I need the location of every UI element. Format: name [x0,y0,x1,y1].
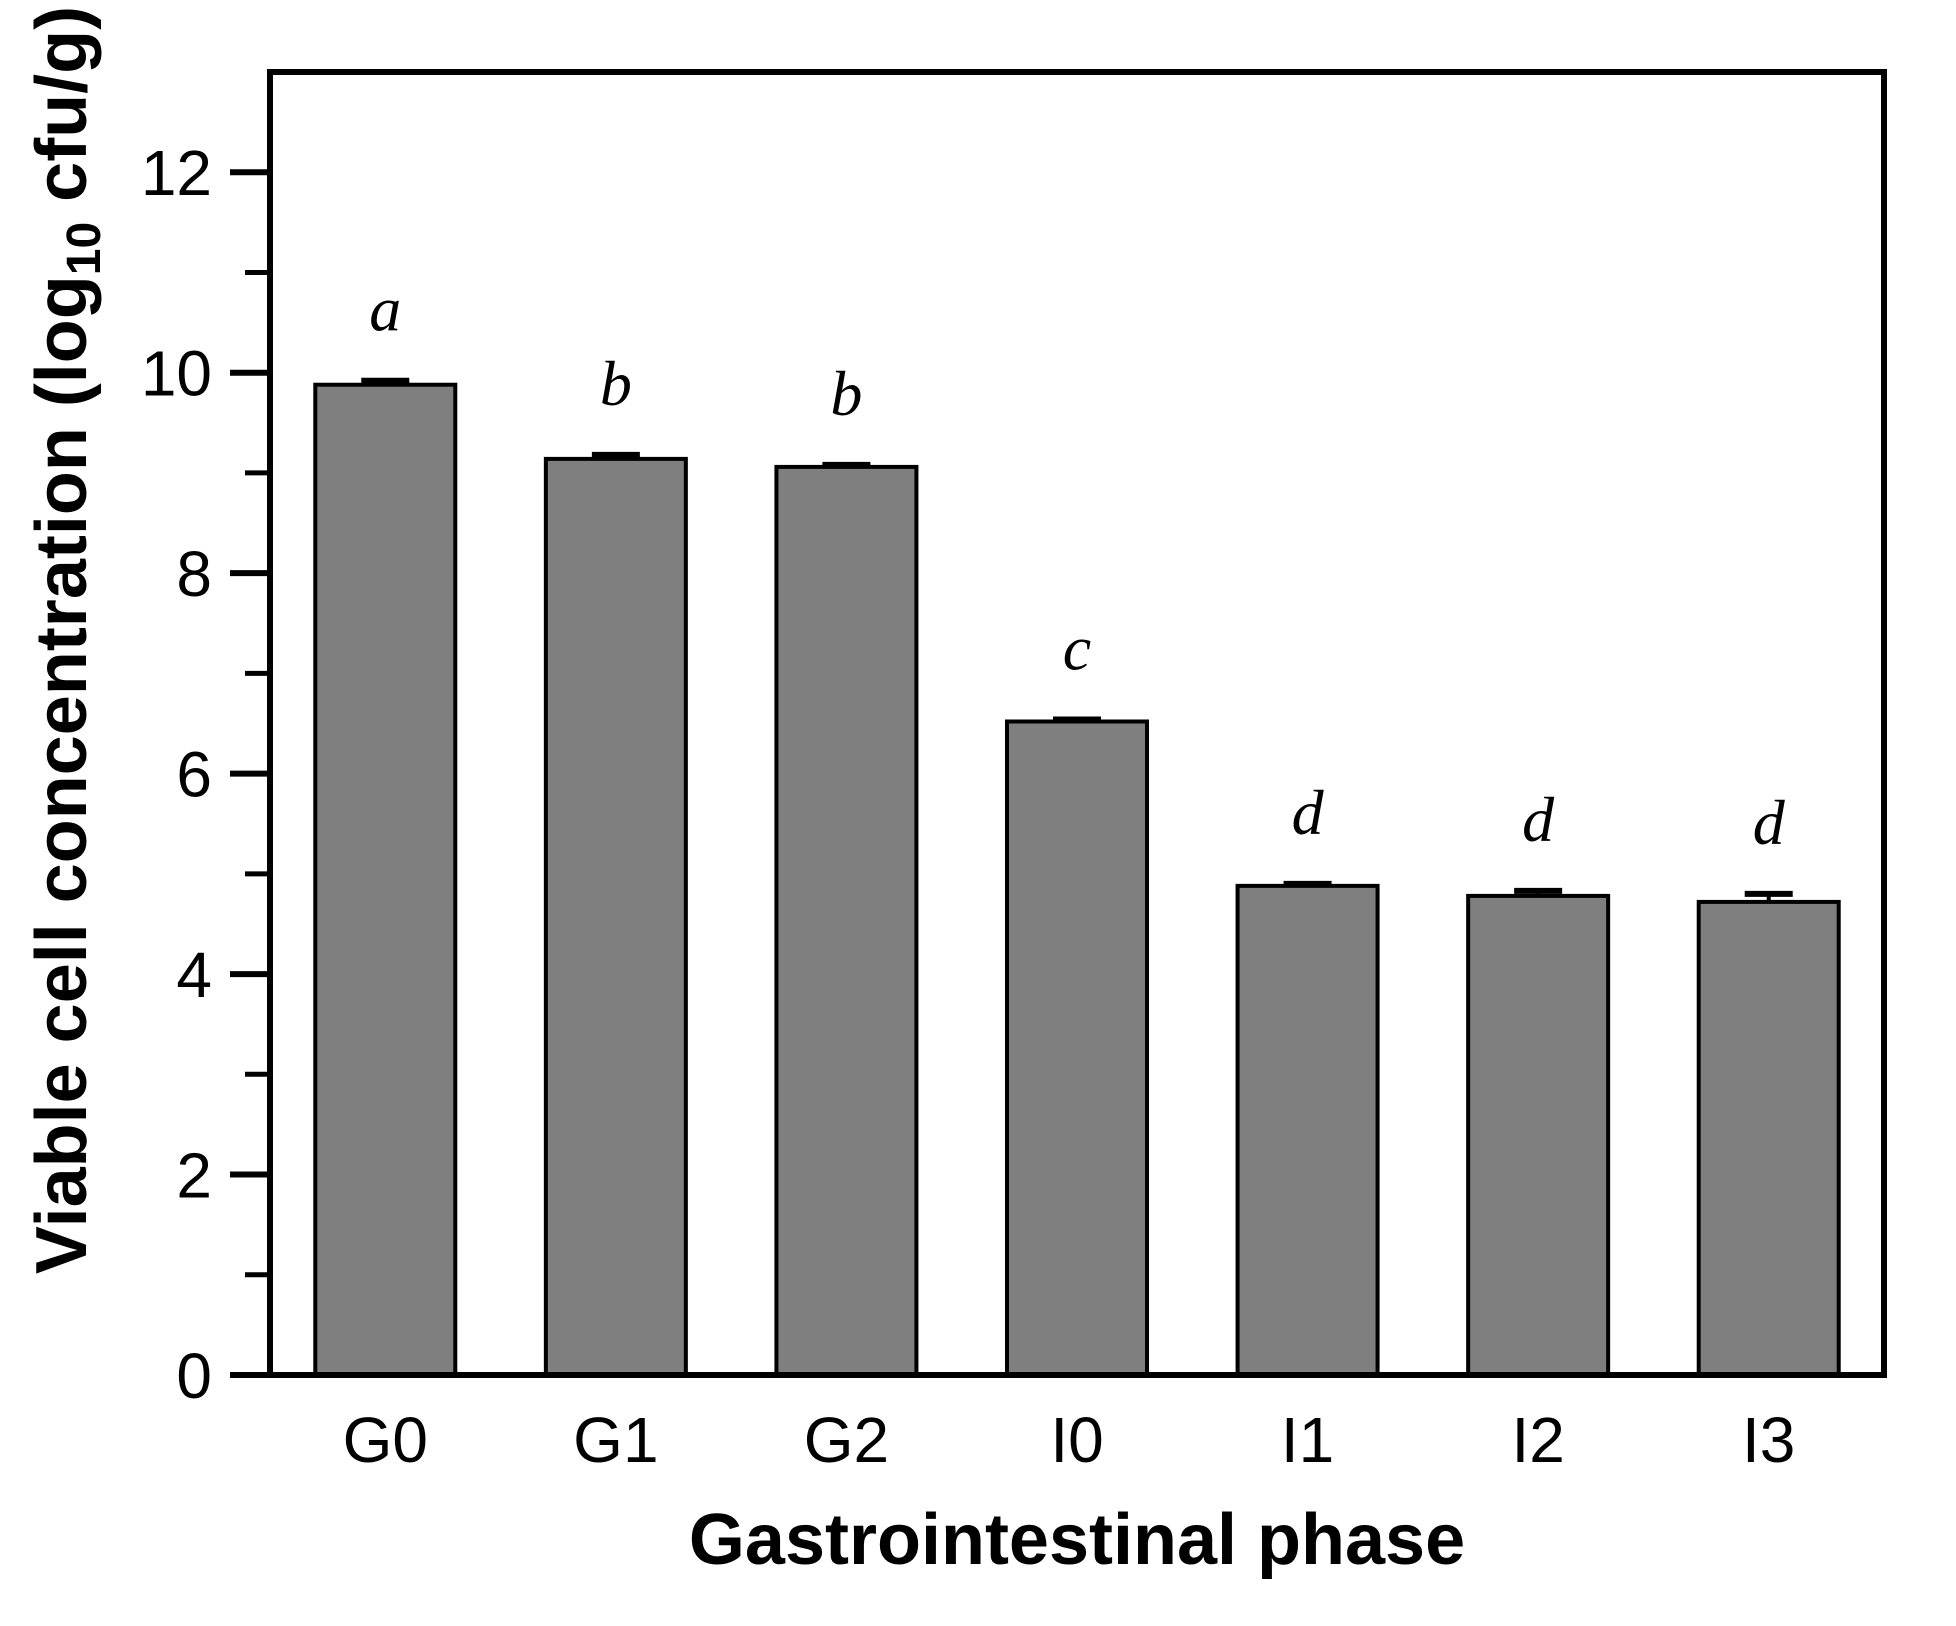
y-tick-label-8: 8 [176,538,212,610]
y-axis-title-subscript: 10 [58,221,111,276]
y-tick-label-6: 6 [176,739,212,811]
sig-letter-G1: b [600,348,632,419]
x-tick-label-I1: I1 [1281,1404,1334,1476]
sig-letter-I0: c [1063,612,1091,683]
bar-I2 [1466,893,1611,1377]
y-axis-title-suffix: cfu/g) [22,5,102,222]
x-tick-label-G2: G2 [804,1404,889,1476]
x-axis-title: Gastrointestinal phase [688,1500,1466,1580]
x-tick-label-I3: I3 [1742,1404,1795,1476]
bar-G2 [774,464,919,1377]
sig-letter-I3: d [1753,787,1786,858]
plot-frame [267,69,1887,1378]
y-tick-label-0: 0 [176,1340,212,1412]
y-tick-label-2: 2 [176,1140,212,1212]
bar-G1 [543,456,688,1378]
sig-letter-I2: d [1522,784,1555,855]
y-tick-label-10: 10 [141,338,212,410]
sig-letter-G0: a [369,274,401,345]
bar-I1 [1235,883,1380,1377]
bar-I3 [1696,899,1841,1377]
bar-G0 [313,382,458,1378]
x-tick-label-I2: I2 [1511,1404,1564,1476]
y-axis-title: Viable cell concentration (log10 cfu/g) [21,5,111,1275]
sig-letter-G2: b [830,358,862,429]
y-axis-title-prefix: Viable cell concentration (log [22,275,102,1275]
x-tick-label-G0: G0 [343,1404,428,1476]
bar-I0 [1005,719,1149,1377]
x-tick-label-G1: G1 [573,1404,658,1476]
y-tick-label-4: 4 [176,939,212,1011]
x-tick-label-I0: I0 [1050,1404,1103,1476]
y-tick-label-12: 12 [141,137,212,209]
sig-letter-I1: d [1292,777,1325,848]
